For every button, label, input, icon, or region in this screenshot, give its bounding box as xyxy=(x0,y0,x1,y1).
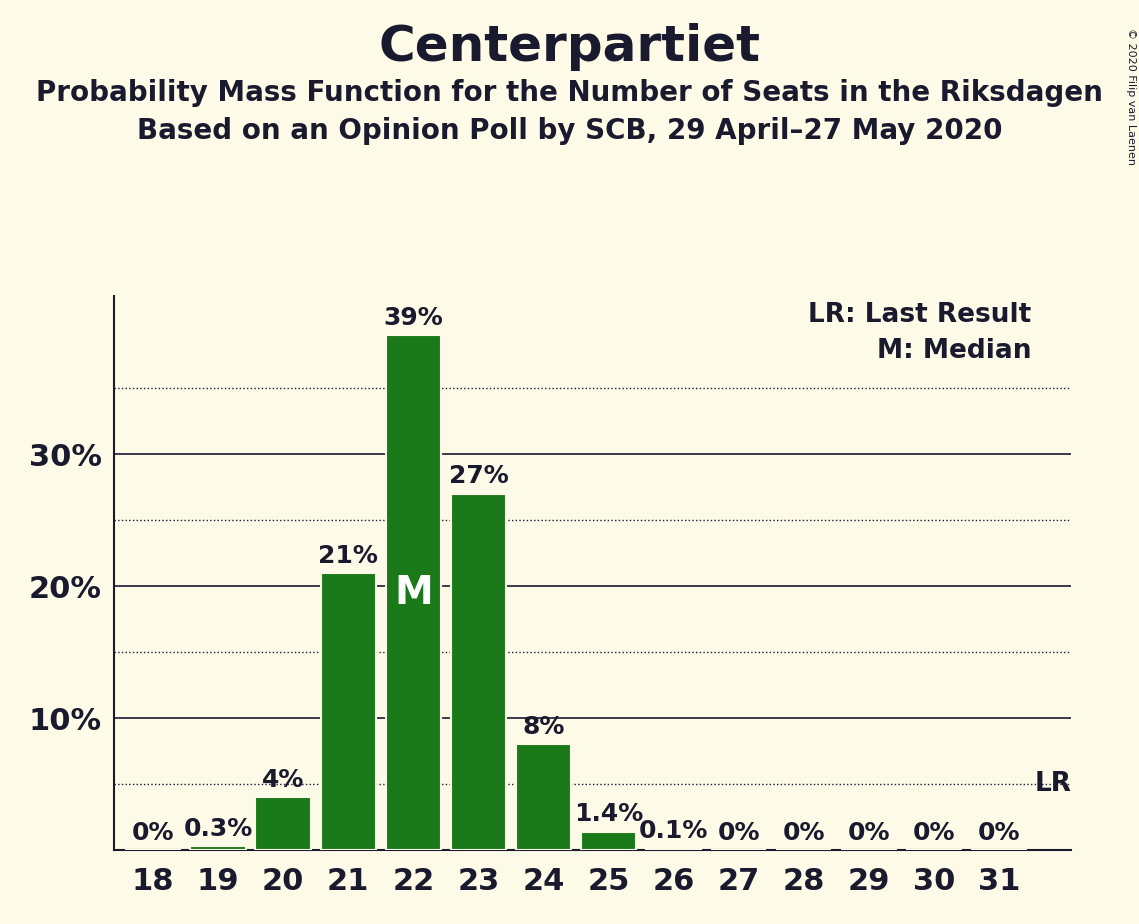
Text: 39%: 39% xyxy=(384,306,443,330)
Text: 0%: 0% xyxy=(718,821,760,845)
Text: 0%: 0% xyxy=(132,821,174,845)
Text: © 2020 Filip van Laenen: © 2020 Filip van Laenen xyxy=(1126,28,1136,164)
Text: 4%: 4% xyxy=(262,768,304,792)
Text: LR: LR xyxy=(1035,772,1072,797)
Bar xyxy=(581,832,637,850)
Text: 0.1%: 0.1% xyxy=(639,820,708,844)
Text: 0%: 0% xyxy=(847,821,891,845)
Bar xyxy=(451,493,506,850)
Bar xyxy=(255,797,311,850)
Text: Centerpartiet: Centerpartiet xyxy=(378,23,761,71)
Text: 8%: 8% xyxy=(523,715,565,739)
Text: LR: Last Result: LR: Last Result xyxy=(809,302,1032,328)
Text: M: Median: M: Median xyxy=(877,338,1032,364)
Text: 1.4%: 1.4% xyxy=(574,802,644,826)
Text: 21%: 21% xyxy=(318,543,378,567)
Text: M: M xyxy=(394,574,433,612)
Text: 0%: 0% xyxy=(912,821,956,845)
Bar xyxy=(386,335,441,850)
Text: 27%: 27% xyxy=(449,465,508,489)
Text: 0%: 0% xyxy=(782,821,825,845)
Bar xyxy=(646,849,702,850)
Text: Based on an Opinion Poll by SCB, 29 April–27 May 2020: Based on an Opinion Poll by SCB, 29 Apri… xyxy=(137,117,1002,145)
Bar xyxy=(516,745,571,850)
Text: Probability Mass Function for the Number of Seats in the Riksdagen: Probability Mass Function for the Number… xyxy=(36,79,1103,106)
Bar xyxy=(190,846,246,850)
Bar xyxy=(320,573,376,850)
Text: 0%: 0% xyxy=(977,821,1021,845)
Text: 0.3%: 0.3% xyxy=(183,817,253,841)
